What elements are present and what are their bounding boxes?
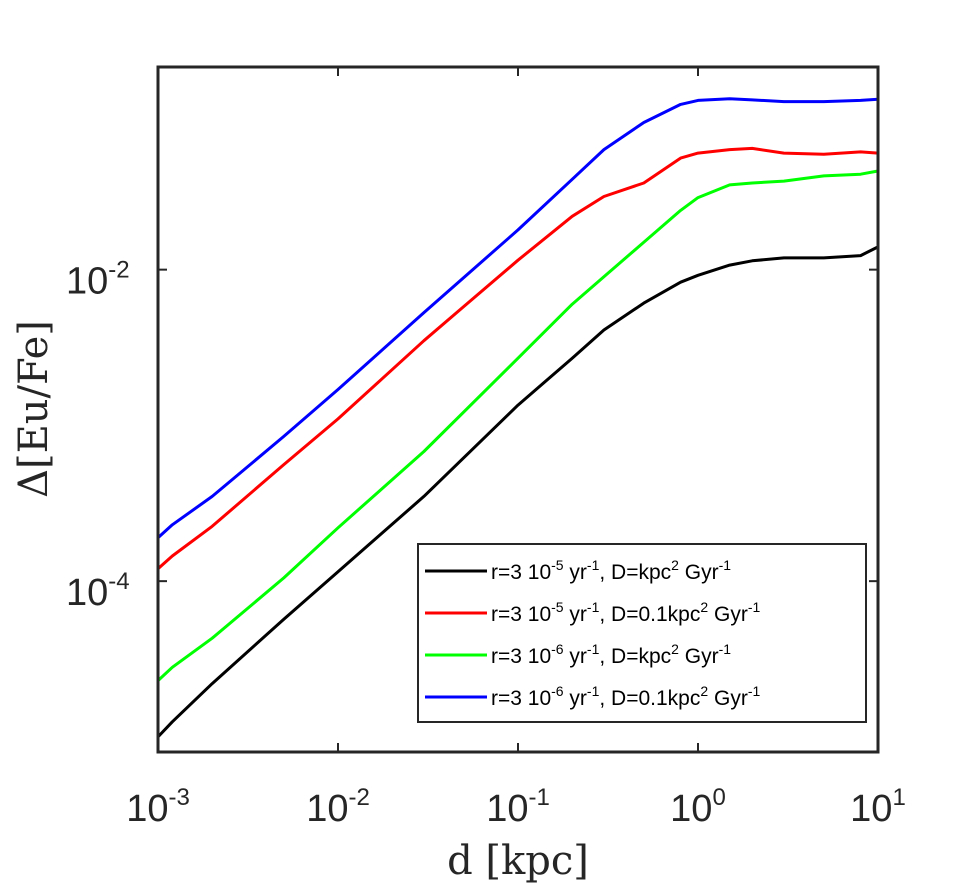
plot-frame bbox=[156, 65, 880, 754]
y-tick-label-2: 10-2 bbox=[66, 257, 130, 303]
series-line-2 bbox=[156, 146, 879, 570]
series-line-3 bbox=[156, 169, 879, 682]
legend: r=3 10-5 yr-1, D=kpc2 Gyr-1 r=3 10-5 yr-1… bbox=[417, 543, 867, 723]
x-tick-label-2: 10-2 bbox=[306, 784, 370, 830]
x-tick-label-3: 10-1 bbox=[486, 784, 550, 830]
legend-label-4: r=3 10-6 yr-1, D=0.1kpc2 Gyr-1 bbox=[491, 683, 760, 710]
y-axis-label: Δ[Eu/Fe] bbox=[11, 320, 57, 498]
series-layer bbox=[156, 97, 879, 738]
legend-label-3: r=3 10-6 yr-1, D=kpc2 Gyr-1 bbox=[491, 641, 731, 668]
x-tick-label-4: 100 bbox=[670, 784, 726, 830]
x-axis-label: d [kpc] bbox=[447, 838, 589, 884]
y-tick-label-1: 10-4 bbox=[66, 568, 130, 614]
legend-label-1: r=3 10-5 yr-1, D=kpc2 Gyr-1 bbox=[491, 557, 731, 584]
series-line-4 bbox=[156, 97, 879, 539]
x-tick-label-1: 10-3 bbox=[126, 784, 190, 830]
legend-box bbox=[417, 543, 867, 723]
legend-label-2: r=3 10-5 yr-1, D=0.1kpc2 Gyr-1 bbox=[491, 599, 760, 626]
x-tick-label-5: 101 bbox=[850, 784, 906, 830]
series-line-1 bbox=[156, 245, 879, 738]
tick-layer: 10-3 10-2 10-1 100 101 10-4 10-2 bbox=[66, 67, 906, 830]
